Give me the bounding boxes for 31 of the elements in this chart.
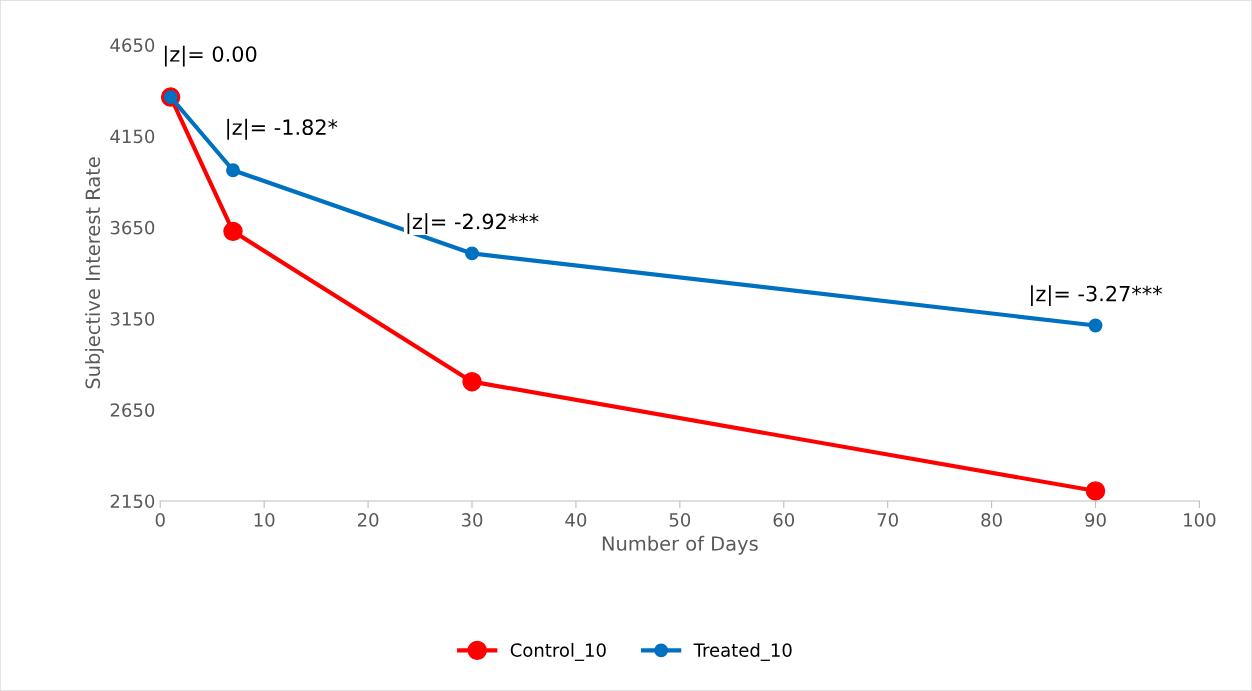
point [1088, 318, 1103, 333]
y-tick-label: 2650 [110, 403, 155, 417]
x-tick-label: 10 [254, 513, 275, 527]
annotation: |z|= 0.00 [164, 45, 257, 67]
x-axis-title: Number of Days [602, 535, 758, 555]
y-tick-label: 3650 [110, 220, 155, 235]
y-tick-label: 4650 [110, 38, 155, 53]
annotation: |z|= -3.27*** [1031, 285, 1162, 307]
annotation: |z|= -2.92*** [407, 213, 539, 234]
annotation: |z|= -1.82* [227, 118, 338, 140]
x-tick-label: 0 [155, 513, 165, 527]
x-tick-label: 70 [877, 513, 898, 527]
y-tick-label: 3150 [110, 312, 155, 326]
point [223, 221, 243, 242]
legend-label: Control_10 [510, 642, 606, 661]
x-tick-label: 40 [565, 513, 587, 527]
x-tick-label: 80 [981, 513, 1002, 527]
x-tick-label: 30 [461, 513, 483, 527]
x-tick-label: 60 [773, 513, 795, 527]
y-tick-label: 4150 [110, 129, 155, 144]
x-tick-label: 100 [1184, 513, 1216, 527]
y-axis-title: Subjective Interest Rate [85, 157, 104, 389]
point [462, 371, 482, 392]
legend-label: Treated_10 [693, 642, 792, 661]
y-tick-label: 2150 [110, 494, 155, 509]
x-tick-label: 20 [357, 513, 379, 527]
point [226, 163, 240, 178]
x-tick-label: 50 [669, 513, 691, 527]
point [465, 246, 479, 261]
x-tick-label: 90 [1085, 513, 1106, 527]
point [1085, 481, 1106, 501]
